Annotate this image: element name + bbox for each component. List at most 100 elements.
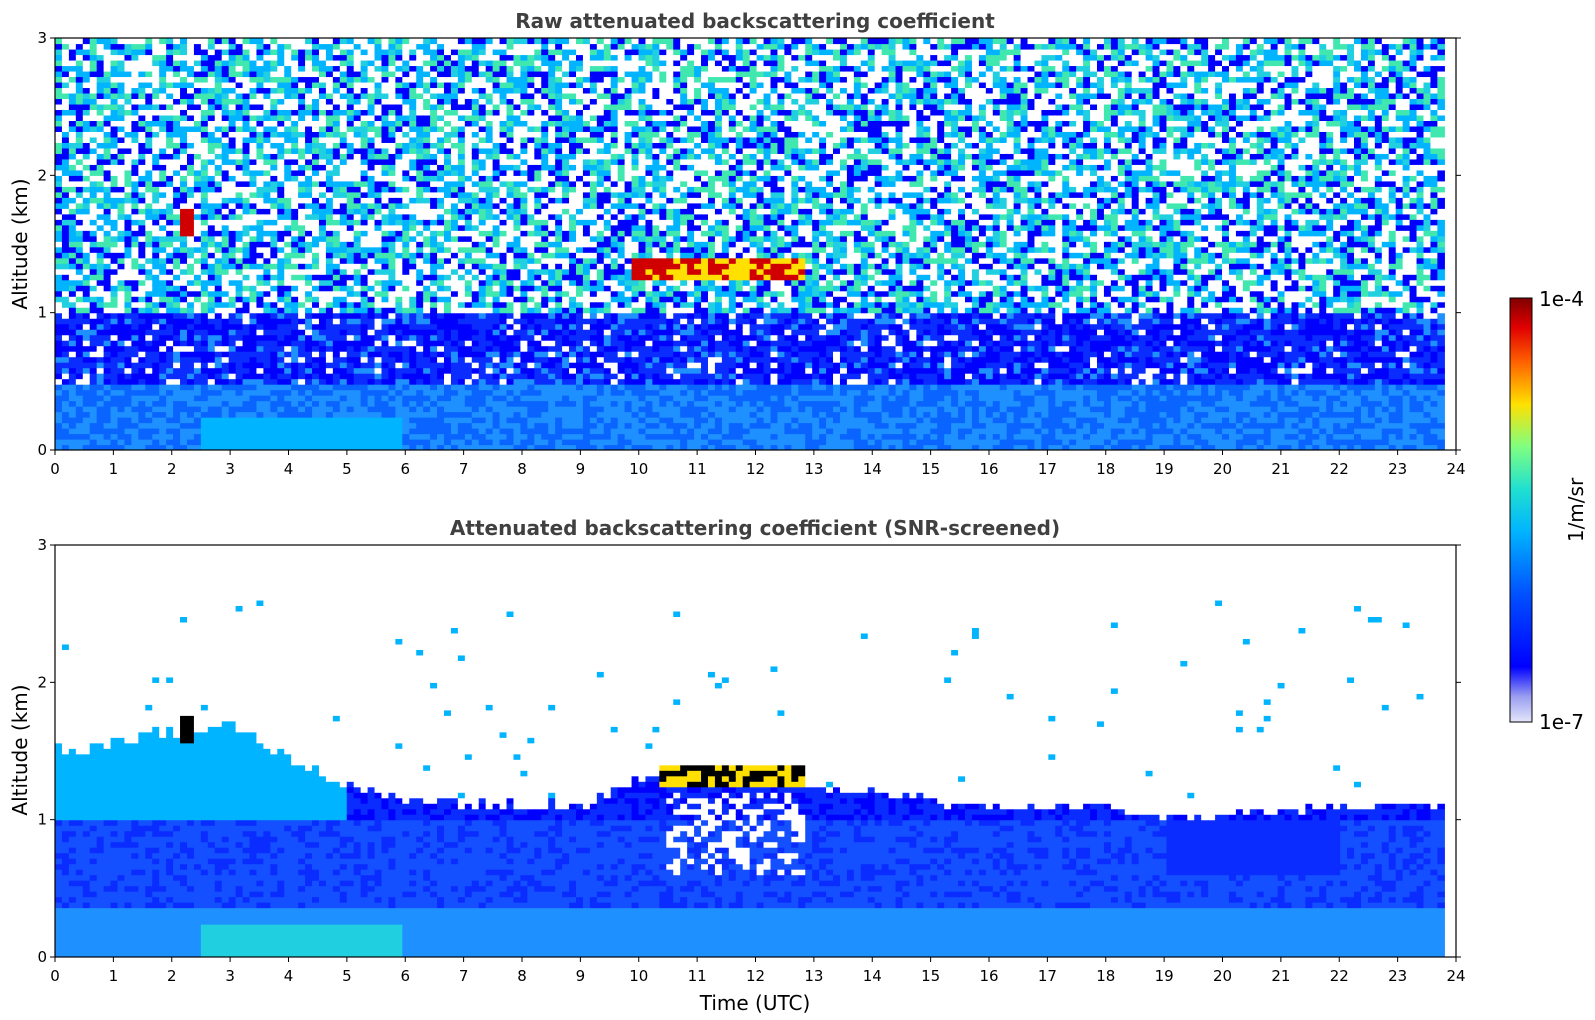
heatmap-cell	[89, 103, 98, 111]
heatmap-cell	[374, 131, 383, 138]
heatmap-cell	[416, 103, 424, 111]
heatmap-cell	[395, 213, 403, 220]
heatmap-cell	[437, 208, 445, 215]
heatmap-cell	[499, 318, 508, 325]
heatmap-cell	[89, 312, 98, 319]
heatmap-cell	[173, 158, 181, 165]
heatmap-cell	[471, 285, 480, 292]
heatmap-cell	[103, 213, 112, 220]
heatmap-cell	[96, 318, 105, 325]
heatmap-cell	[485, 191, 494, 198]
heatmap-cell	[318, 301, 327, 308]
heatmap-cell	[82, 76, 91, 83]
heatmap-cell	[485, 230, 494, 237]
heatmap-cell	[242, 164, 251, 171]
heatmap-cell	[193, 213, 202, 220]
heatmap-cell	[353, 411, 362, 418]
heatmap-cell	[506, 252, 515, 259]
heatmap-cell	[471, 158, 480, 165]
heatmap-cell	[207, 373, 216, 380]
heatmap-cell	[374, 389, 383, 396]
heatmap-cell	[346, 142, 355, 149]
heatmap-cell	[395, 54, 403, 61]
heatmap-cell	[61, 76, 70, 83]
heatmap-cell	[444, 444, 452, 450]
heatmap-cell	[221, 384, 230, 391]
heatmap-cell	[159, 268, 167, 275]
heatmap-cell	[214, 422, 223, 429]
heatmap-cell	[124, 114, 133, 121]
heatmap-cell	[471, 202, 480, 209]
heatmap-cell	[312, 356, 320, 363]
heatmap-cell	[485, 43, 494, 50]
heatmap-cell	[228, 252, 237, 259]
heatmap-cell	[61, 389, 70, 396]
heatmap-cell	[409, 422, 417, 429]
heatmap-cell	[131, 252, 139, 259]
heatmap-cell	[242, 312, 251, 319]
heatmap-cell	[89, 417, 98, 424]
heatmap-cell	[200, 169, 209, 176]
heatmap-cell	[242, 444, 251, 450]
heatmap-cell	[256, 164, 264, 171]
heatmap-cell	[235, 235, 244, 242]
heatmap-cell	[249, 158, 258, 165]
heatmap-cell	[457, 444, 466, 450]
heatmap-cell	[312, 268, 320, 275]
heatmap-cell	[388, 411, 396, 418]
heatmap-cell	[339, 38, 348, 45]
heatmap-cell	[55, 224, 63, 231]
heatmap-cell	[471, 208, 480, 215]
heatmap-cell	[277, 274, 285, 281]
heatmap-cell	[75, 356, 84, 363]
heatmap-cell	[166, 268, 174, 275]
heatmap-cell	[339, 158, 348, 165]
heatmap-cell	[312, 296, 320, 303]
heatmap-cell	[200, 224, 209, 231]
heatmap-cell	[214, 373, 223, 380]
heatmap-cell	[430, 235, 438, 242]
heatmap-cell	[298, 296, 306, 303]
heatmap-cell	[145, 153, 153, 160]
heatmap-cell	[430, 38, 438, 45]
heatmap-cell	[61, 362, 70, 369]
heatmap-cell	[402, 208, 410, 215]
heatmap-cell	[416, 257, 424, 264]
heatmap-cell	[256, 54, 264, 61]
heatmap-cell	[485, 439, 494, 446]
heatmap-cell	[457, 54, 466, 61]
heatmap-cell	[409, 356, 417, 363]
heatmap-cell	[186, 312, 195, 319]
heatmap-cell	[117, 268, 126, 275]
heatmap-cell	[506, 191, 515, 198]
heatmap-cell	[159, 444, 167, 450]
heatmap-cell	[55, 38, 63, 45]
heatmap-cell	[367, 38, 376, 45]
heatmap-cell	[96, 351, 105, 358]
heatmap-cell	[235, 191, 244, 198]
heatmap-cell	[374, 136, 383, 143]
heatmap-cell	[89, 362, 98, 369]
heatmap-cell	[263, 246, 271, 253]
heatmap-cell	[145, 417, 153, 424]
heatmap-cell	[402, 103, 410, 111]
heatmap-cell	[360, 351, 369, 358]
heatmap-cell	[395, 422, 403, 429]
heatmap-cell	[409, 180, 417, 187]
heatmap-cell	[89, 340, 98, 347]
heatmap-cell	[131, 378, 139, 385]
heatmap-cell	[298, 219, 306, 226]
heatmap-cell	[221, 98, 230, 105]
heatmap-cell	[430, 433, 438, 440]
heatmap-cell	[235, 48, 244, 56]
heatmap-cell	[124, 340, 133, 347]
heatmap-cell	[312, 120, 320, 127]
heatmap-cell	[464, 263, 473, 270]
heatmap-cell	[152, 279, 160, 286]
heatmap-cell	[75, 422, 84, 429]
heatmap-cell	[75, 103, 84, 111]
heatmap-cell	[207, 351, 216, 358]
heatmap-cell	[221, 136, 230, 143]
heatmap-cell	[249, 246, 258, 253]
heatmap-cell	[318, 103, 327, 111]
